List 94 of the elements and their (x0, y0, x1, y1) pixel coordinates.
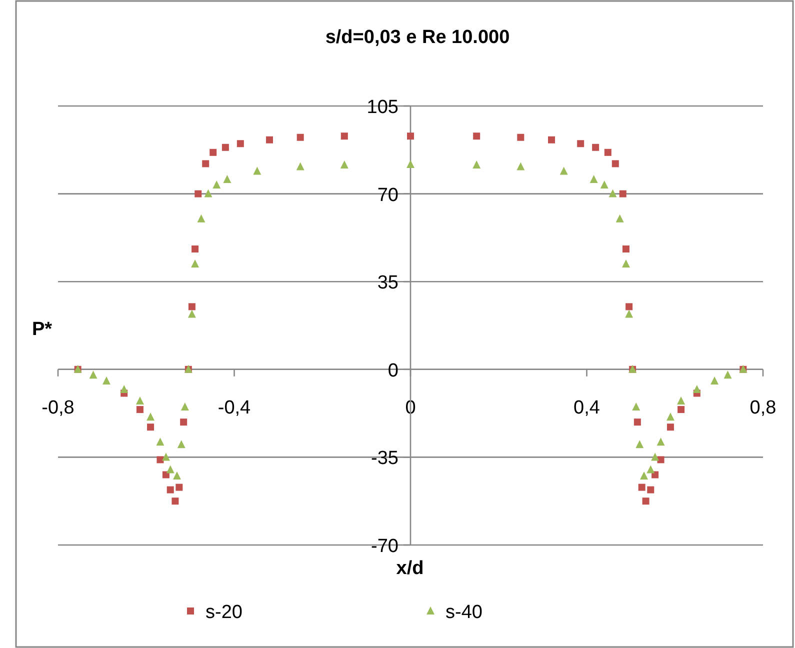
point (202, 160, 210, 168)
y-tick-label: -35 (371, 448, 398, 470)
point (162, 452, 170, 461)
x-tick-label: 0,4 (574, 397, 600, 418)
point (89, 370, 98, 379)
legend-label: s-40 (446, 602, 482, 623)
point (156, 438, 164, 446)
point (666, 412, 674, 421)
point (188, 303, 196, 310)
point (678, 406, 685, 414)
point (253, 166, 262, 175)
point (166, 465, 174, 474)
y-tick-label: 105 (366, 97, 398, 118)
point (197, 214, 206, 222)
point (340, 160, 348, 168)
point (622, 260, 630, 268)
point (634, 418, 641, 426)
point (638, 484, 646, 491)
point (236, 140, 244, 148)
point (612, 160, 619, 168)
point (473, 132, 480, 140)
point (600, 180, 608, 189)
point (407, 132, 414, 140)
point (296, 134, 304, 141)
point (619, 190, 626, 198)
point (647, 486, 654, 494)
point (177, 440, 186, 448)
point (622, 245, 630, 252)
point (516, 162, 525, 170)
x-tick-label: 0,8 (750, 397, 776, 418)
point (577, 140, 584, 148)
point (646, 465, 655, 474)
point (590, 175, 598, 183)
point (136, 406, 144, 414)
point (102, 376, 110, 384)
legend-label: s-20 (206, 602, 242, 623)
point (724, 370, 732, 379)
point (616, 214, 624, 222)
chart-title: s/d=0,03 e Re 10.000 (325, 27, 510, 48)
point (180, 402, 189, 411)
point (172, 498, 179, 505)
point (608, 189, 617, 198)
point (626, 303, 633, 310)
point (677, 396, 686, 405)
point (210, 148, 217, 156)
point (340, 132, 348, 140)
y-tick-label: -70 (371, 536, 398, 557)
point (592, 144, 600, 151)
y-tick-label: 70 (377, 184, 398, 206)
point (166, 486, 174, 494)
point (710, 376, 719, 384)
point (560, 166, 568, 175)
point (604, 148, 612, 156)
point (472, 160, 481, 168)
y-axis-title: P* (32, 319, 53, 340)
x-tick-label: -0,4 (218, 397, 252, 418)
point (692, 384, 701, 393)
point (548, 136, 555, 144)
point (194, 190, 202, 198)
point (191, 260, 200, 268)
y-tick-label: 35 (377, 272, 398, 294)
point (636, 440, 644, 448)
x-tick-label: 0 (405, 397, 416, 418)
point (632, 402, 640, 411)
point (223, 175, 232, 183)
point (657, 456, 664, 464)
point (136, 396, 144, 405)
x-axis-title: x/d (396, 558, 424, 579)
point (517, 134, 524, 141)
point (651, 452, 660, 461)
point (625, 310, 634, 318)
point (666, 424, 674, 431)
point (156, 456, 164, 464)
point (204, 189, 212, 198)
point (192, 245, 199, 252)
point (652, 471, 659, 478)
point (640, 472, 648, 480)
point (120, 384, 128, 393)
y-tick-label: 0 (388, 360, 398, 382)
point (162, 471, 170, 478)
point (656, 438, 665, 446)
point (266, 136, 273, 144)
point (172, 472, 181, 480)
point (406, 160, 414, 168)
point (296, 162, 304, 170)
point (180, 418, 188, 426)
point (642, 498, 650, 505)
point (212, 180, 221, 189)
point (146, 412, 155, 421)
point (222, 144, 229, 151)
x-tick-label: -0,8 (42, 397, 74, 418)
point (188, 310, 196, 318)
point (176, 484, 183, 491)
point (147, 424, 154, 431)
